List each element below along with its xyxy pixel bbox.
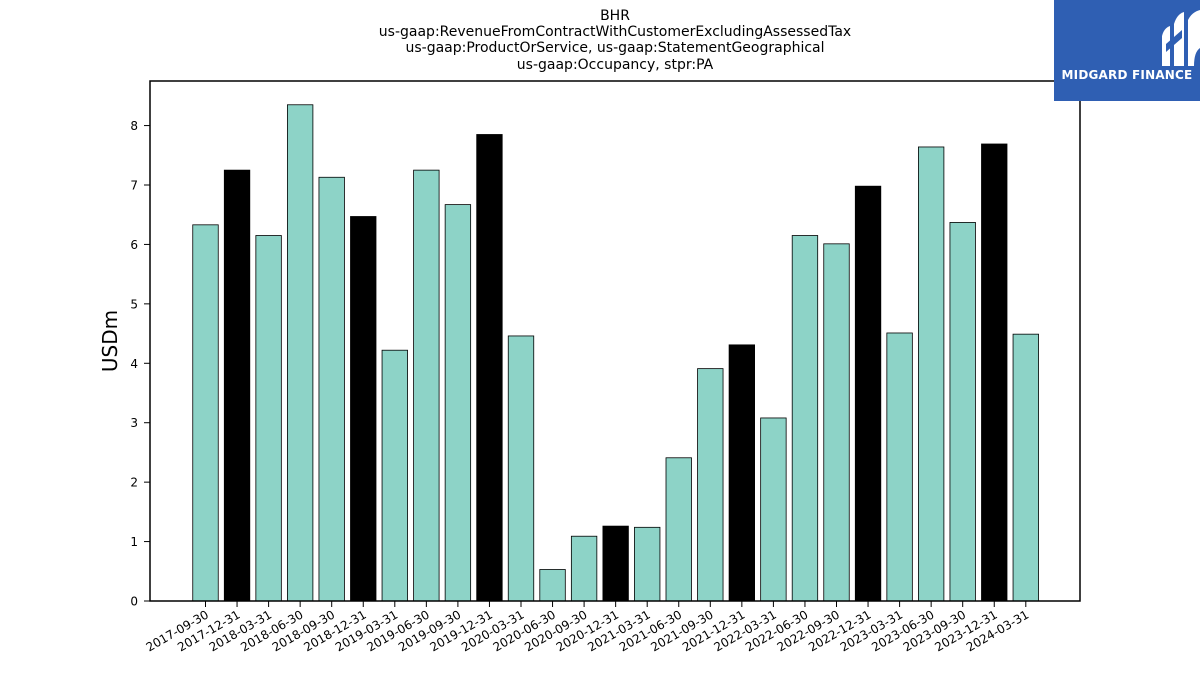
bar-2018-06-30 <box>286 104 314 602</box>
chart-title-line-2: us-gaap:RevenueFromContractWithCustomerE… <box>379 24 851 40</box>
bar-2023-09-30 <box>949 222 976 602</box>
bar-2022-03-31 <box>760 417 787 602</box>
bar-2021-06-30 <box>665 457 692 602</box>
chart-title-line-1: BHR <box>600 8 630 24</box>
y-axis-label: USDm <box>98 310 122 372</box>
y-tick-label: 4 <box>130 357 138 371</box>
midgard-logo-icon <box>1162 10 1200 66</box>
bar-2018-12-31 <box>350 216 377 602</box>
bar-2019-09-30 <box>444 204 472 602</box>
bar-2021-03-31 <box>634 526 661 602</box>
bar-2022-06-30 <box>791 235 819 602</box>
bar-2018-03-31 <box>255 235 282 602</box>
chart-title-line-4: us-gaap:Occupancy, stpr:PA <box>517 57 714 73</box>
bar-2019-03-31 <box>381 349 408 602</box>
plot-frame <box>149 80 1081 602</box>
bar-series <box>192 104 1039 602</box>
brand-name: MIDGARD FINANCE <box>1061 68 1193 82</box>
y-tick-label: 5 <box>130 297 138 311</box>
y-tick-label: 6 <box>130 238 138 252</box>
y-tick-label: 8 <box>130 119 138 133</box>
chart-title: BHR us-gaap:RevenueFromContractWithCusto… <box>379 8 851 73</box>
bar-2022-12-31 <box>854 185 882 602</box>
bar-2021-09-30 <box>697 368 724 602</box>
bar-2017-12-31 <box>223 169 251 602</box>
bar-2020-12-31 <box>602 525 629 602</box>
bar-2020-03-31 <box>507 335 535 602</box>
y-tick-label: 0 <box>130 595 138 609</box>
y-tick-label: 2 <box>130 476 138 490</box>
brand-logo: MIDGARD FINANCE <box>1054 0 1200 101</box>
bar-2020-06-30 <box>539 569 566 602</box>
bar-2019-06-30 <box>413 169 440 602</box>
bar-2023-06-30 <box>918 146 945 602</box>
bar-2023-03-31 <box>886 332 913 602</box>
bar-2023-12-31 <box>981 143 1008 602</box>
bar-2019-12-31 <box>476 134 503 602</box>
bar-2024-03-31 <box>1012 333 1039 602</box>
y-tick-label: 1 <box>130 535 138 549</box>
x-axis: 2017-09-302017-12-312018-03-312018-06-30… <box>144 601 1031 654</box>
bar-2021-12-31 <box>728 344 755 602</box>
bar-2018-09-30 <box>318 176 345 602</box>
y-tick-label: 7 <box>130 179 138 193</box>
bar-2017-09-30 <box>192 224 219 602</box>
bar-2022-09-30 <box>823 243 850 602</box>
bar-2020-09-30 <box>570 535 598 602</box>
y-axis: 0 1 2 3 4 5 6 7 8 <box>130 119 150 609</box>
chart-title-line-3: us-gaap:ProductOrService, us-gaap:Statem… <box>405 40 824 56</box>
y-tick-label: 3 <box>130 416 138 430</box>
